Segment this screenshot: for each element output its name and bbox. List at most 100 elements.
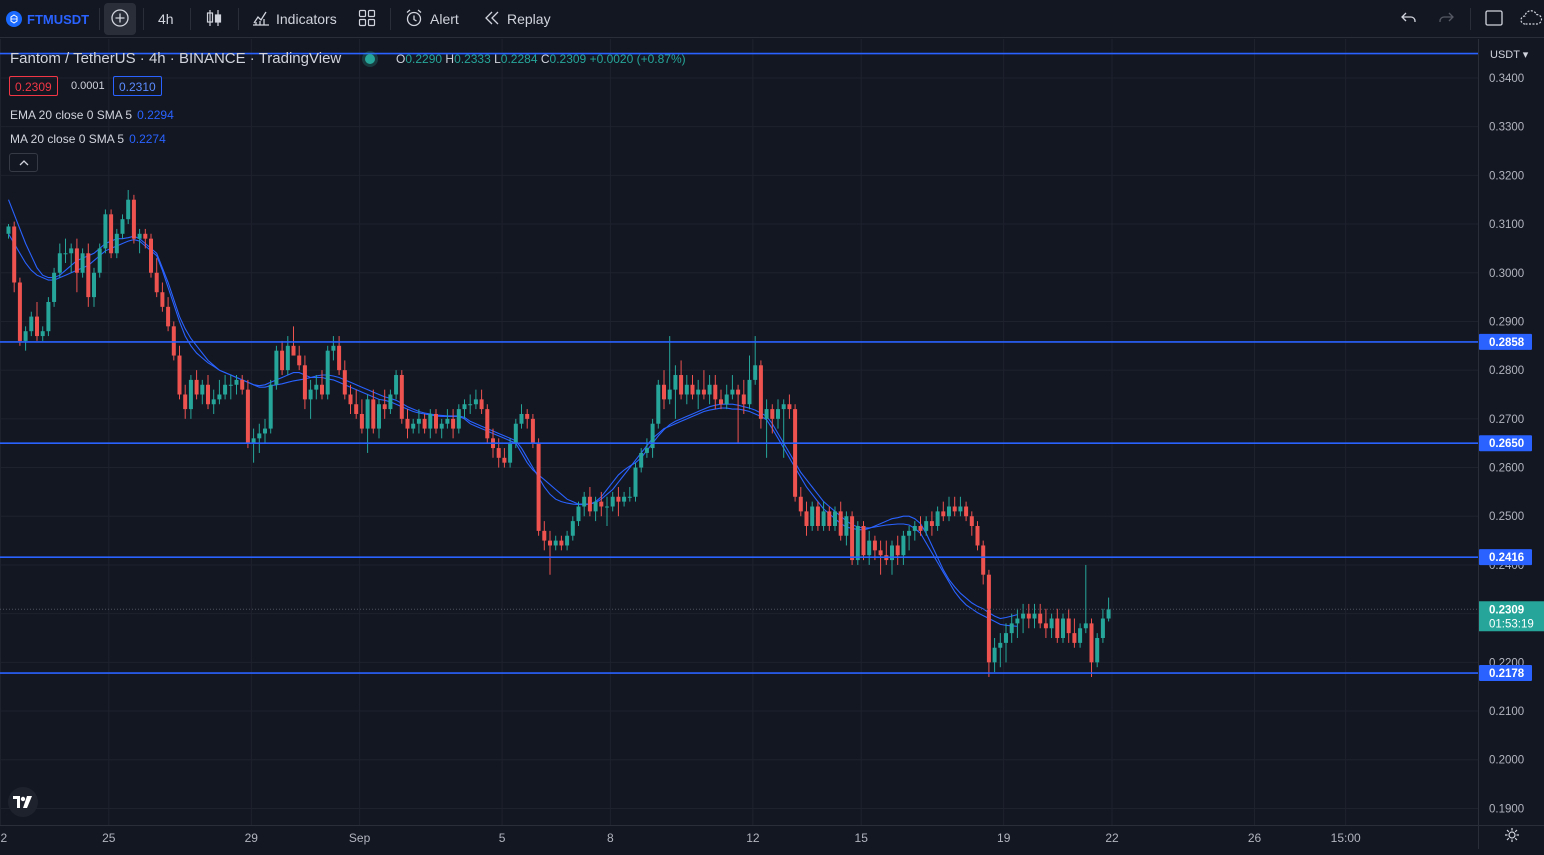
ma-legend-label: MA 20 close 0 SMA 5	[10, 132, 125, 146]
compare-add-symbol-button[interactable]	[104, 3, 136, 35]
candle	[325, 345, 330, 400]
candle	[291, 326, 296, 356]
candle-body	[941, 511, 946, 517]
candle	[850, 511, 855, 565]
candle	[730, 375, 735, 400]
chevron-down-icon: ▾	[1519, 49, 1529, 61]
candle	[268, 379, 273, 434]
layouts-grid-icon	[358, 9, 376, 30]
candle	[935, 506, 940, 531]
candle	[1049, 613, 1054, 638]
replay-label: Replay	[507, 11, 551, 27]
candle	[228, 375, 233, 400]
candle-body	[473, 399, 478, 405]
horizontal-lines[interactable]	[0, 52, 1478, 674]
redo-button[interactable]	[1437, 0, 1455, 38]
candle	[1004, 623, 1008, 663]
indicators-button[interactable]: Indicators	[252, 0, 337, 38]
candle-body	[992, 647, 997, 663]
symbol-search-button[interactable]: FTMUSDT	[6, 0, 89, 38]
fantom-coin-icon	[6, 11, 22, 27]
snapshot-button[interactable]	[1519, 0, 1543, 38]
ema-legend-value: 0.2294	[137, 108, 174, 122]
collapse-legend-button[interactable]	[9, 153, 38, 172]
chart-settings-button[interactable]	[1478, 825, 1544, 849]
candle	[12, 221, 17, 293]
candles	[6, 189, 1111, 677]
alert-button[interactable]: Alert	[404, 0, 459, 38]
sell-price-button[interactable]: 0.2309	[9, 76, 58, 96]
indicators-label: Indicators	[276, 11, 337, 27]
candle-body	[1038, 613, 1043, 624]
candle-body	[183, 394, 188, 410]
candle-body	[855, 525, 860, 561]
ema-legend-label: EMA 20 close 0 SMA 5	[10, 108, 133, 122]
candle-body	[485, 409, 490, 439]
market-status-indicator[interactable]	[365, 54, 375, 64]
candle	[969, 511, 974, 536]
candle-body	[508, 443, 513, 463]
candle	[399, 370, 404, 424]
legend-title[interactable]: Fantom / TetherUS · 4h · BINANCE · Tradi…	[10, 50, 342, 67]
candle-body	[160, 292, 165, 307]
alarm-clock-icon	[404, 8, 424, 31]
candle	[901, 530, 906, 565]
horizontal-line-price-label: 0.2416	[1479, 549, 1532, 566]
candle	[445, 409, 450, 429]
fullscreen-button[interactable]	[1484, 0, 1504, 38]
ema-legend[interactable]: EMA 20 close 0 SMA 5 0.2294	[10, 108, 174, 122]
open-value: 0.2290	[405, 52, 443, 66]
time-axis[interactable]: 22 25 29 Sep 5 8 12 15 19 22 26 15:00	[0, 825, 1478, 849]
candle	[149, 233, 153, 278]
candle	[342, 360, 347, 400]
candle-body	[422, 418, 427, 429]
chart-type-button[interactable]	[204, 0, 224, 38]
candle	[536, 438, 541, 536]
candle-body	[679, 375, 684, 395]
candle-body	[1072, 633, 1077, 643]
candle	[587, 487, 592, 517]
candle-body	[519, 413, 524, 424]
currency-selector[interactable]: USDT ▾	[1490, 48, 1528, 61]
candle	[23, 326, 28, 351]
layouts-button[interactable]	[358, 0, 376, 38]
price-tick-label: 0.3000	[1489, 268, 1524, 280]
candle-body	[154, 272, 159, 293]
candle-body	[257, 433, 262, 439]
undo-button[interactable]	[1400, 0, 1418, 38]
horizontal-line-price-label: 0.2650	[1479, 435, 1532, 452]
price-axis[interactable]: 0.3400 0.3300 0.3200 0.3100 0.3000 0.2900 0.28…	[1478, 39, 1544, 825]
replay-button[interactable]: Replay	[483, 0, 551, 38]
interval-button[interactable]: 4h	[158, 0, 174, 38]
candle-body	[1026, 613, 1031, 619]
candle-body	[890, 545, 894, 561]
ma-legend[interactable]: MA 20 close 0 SMA 5 0.2274	[10, 132, 166, 146]
candle	[861, 521, 866, 561]
candle	[701, 370, 706, 400]
candle-body	[548, 540, 552, 546]
candle	[747, 355, 752, 410]
candle-body	[274, 350, 279, 385]
price-chart[interactable]	[0, 39, 1478, 825]
fullscreen-icon	[1484, 8, 1504, 31]
candle-body	[850, 516, 855, 561]
chevron-up-icon	[18, 154, 30, 172]
tradingview-logo-icon[interactable]	[8, 787, 38, 817]
candle	[1043, 608, 1048, 638]
candle-body	[627, 496, 632, 498]
candle	[354, 389, 359, 419]
buy-price-button[interactable]: 0.2310	[113, 76, 162, 96]
candle	[1066, 608, 1071, 643]
candle	[679, 360, 684, 400]
candle	[872, 535, 877, 561]
candle-body	[468, 404, 473, 406]
candle	[211, 389, 216, 414]
candle-body	[12, 226, 17, 283]
price-tick-label: 0.2000	[1489, 755, 1524, 767]
candle-body	[776, 409, 780, 419]
chart-pane[interactable]	[0, 39, 1478, 825]
candle	[29, 311, 34, 337]
candle	[348, 384, 353, 414]
candle-body	[416, 418, 421, 424]
candle-body	[405, 418, 410, 429]
